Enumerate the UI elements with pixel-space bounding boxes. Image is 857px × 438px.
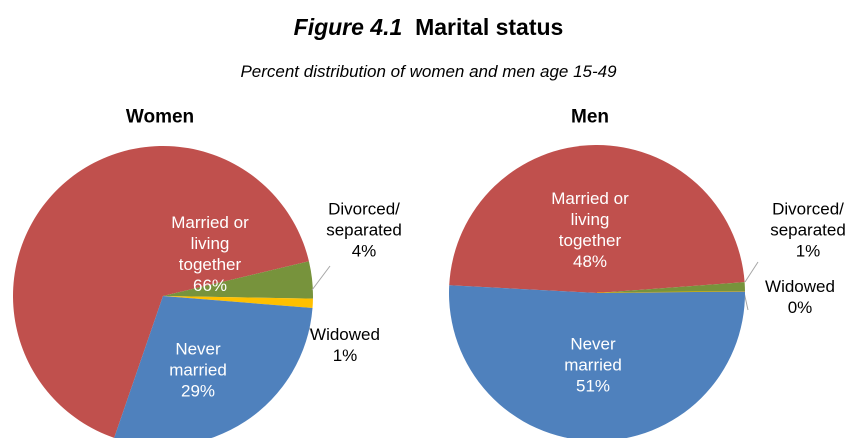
value-label: 48% [572, 252, 608, 271]
pie-slice [163, 296, 313, 309]
category-label: Widowed [310, 325, 380, 344]
figure-label: Figure 4.1 [293, 14, 403, 40]
pie-slice [449, 144, 745, 293]
slice-label: Never married 51% [553, 334, 633, 397]
category-label: Divorced/ separated [326, 199, 402, 240]
value-label: 29% [180, 381, 216, 401]
leader-line [744, 261, 759, 283]
figure-title: Figure 4.1 Marital status [0, 14, 857, 41]
value-label: 51% [575, 376, 611, 396]
slice-label: Never married 29% [158, 339, 238, 402]
slice-label: Divorced/ separated 4% [317, 199, 412, 262]
pie-slice [12, 146, 309, 438]
value-label: 66% [192, 276, 228, 295]
pie-title: Men [571, 106, 609, 128]
subtitle: Percent distribution of women and men ag… [240, 62, 617, 81]
slice-label: Widowed 0% [760, 276, 840, 318]
category-label: Married or living together [551, 189, 629, 250]
pie-slice [449, 285, 745, 438]
category-label: Widowed [765, 277, 835, 296]
value-label: 1% [332, 346, 358, 365]
category-label: Never married [169, 339, 227, 380]
leader-line [311, 265, 331, 291]
pie-title: Women [125, 106, 195, 128]
value-label: 0% [787, 298, 813, 317]
slice-label: Divorced/ separated 1% [761, 199, 856, 262]
category-label: Divorced/ separated [770, 199, 846, 240]
slice-label: Widowed 1% [305, 324, 385, 366]
pie-slice [163, 261, 313, 299]
slice-label: Married or living together 66% [160, 212, 260, 296]
value-label: 1% [795, 241, 821, 261]
category-label: Never married [564, 334, 622, 375]
value-label: 4% [351, 241, 377, 261]
category-label: Married or living together [171, 213, 249, 274]
pie-slice [597, 282, 745, 293]
title: Marital status [415, 14, 564, 40]
slice-label: Married or living together 48% [540, 188, 640, 272]
pie-slice [114, 296, 313, 438]
